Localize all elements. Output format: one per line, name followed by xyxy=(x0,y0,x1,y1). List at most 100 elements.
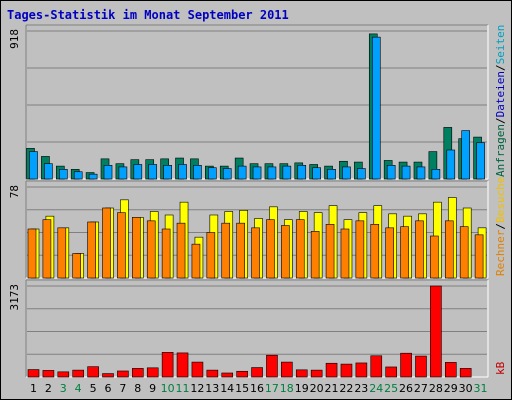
day-label: 25 xyxy=(384,382,398,395)
bar-rechner-day-8 xyxy=(132,217,141,279)
bar-rechner-day-16 xyxy=(251,227,260,279)
bar-kb-day-26 xyxy=(400,352,412,378)
bar-rechner-day-30 xyxy=(459,226,469,279)
bar-rechner-day-26 xyxy=(400,226,409,279)
bar-dateien-day-31 xyxy=(476,142,485,180)
bar-kb-day-18 xyxy=(281,361,293,378)
day-label: 27 xyxy=(414,382,428,395)
bar-dateien-day-30 xyxy=(461,130,470,180)
day-label: 11 xyxy=(175,382,189,395)
bar-kb-day-22 xyxy=(340,363,353,378)
bar-dateien-day-22 xyxy=(342,166,351,180)
day-label: 17 xyxy=(265,382,279,395)
bar-kb-day-15 xyxy=(236,370,248,378)
bar-kb-day-4 xyxy=(72,369,85,378)
bar-kb-day-30 xyxy=(459,368,472,378)
bar-dateien-day-19 xyxy=(297,164,307,180)
bar-dateien-day-11 xyxy=(178,164,187,180)
visits-legend-entry: Rechner xyxy=(494,229,507,276)
hits-legend-entry: / xyxy=(494,64,507,71)
bar-kb-day-29 xyxy=(444,362,457,378)
bar-dateien-day-15 xyxy=(237,165,247,180)
bar-kb-day-6 xyxy=(102,373,114,378)
day-label: 26 xyxy=(399,382,413,395)
day-label: 5 xyxy=(90,382,97,395)
bar-rechner-day-13 xyxy=(206,232,216,279)
day-label: 15 xyxy=(235,382,249,395)
day-label: 23 xyxy=(354,382,368,395)
bar-dateien-day-29 xyxy=(446,149,456,180)
day-label: 20 xyxy=(310,382,324,395)
bar-rechner-day-6 xyxy=(102,207,111,279)
day-label: 3 xyxy=(60,382,67,395)
day-label: 16 xyxy=(250,382,264,395)
bar-dateien-day-3 xyxy=(59,169,68,180)
bar-kb-day-20 xyxy=(310,369,323,378)
bar-kb-day-21 xyxy=(325,362,338,378)
kbytes-side-legend: kB xyxy=(494,361,507,375)
hits-legend-entry: Seiten xyxy=(494,25,507,65)
bar-rechner-day-3 xyxy=(57,227,67,279)
bar-rechner-day-15 xyxy=(236,222,245,279)
bar-dateien-day-4 xyxy=(73,171,83,180)
bar-rechner-day-7 xyxy=(117,212,126,279)
bar-kb-day-24 xyxy=(370,355,383,378)
day-label: 4 xyxy=(75,382,82,395)
bar-dateien-day-24 xyxy=(371,36,381,180)
bar-rechner-day-2 xyxy=(42,219,52,279)
day-label: 31 xyxy=(474,382,488,395)
bar-rechner-day-23 xyxy=(355,220,365,279)
bar-dateien-day-8 xyxy=(133,164,143,180)
day-label: 29 xyxy=(444,382,458,395)
bar-kb-day-8 xyxy=(132,368,144,378)
bar-dateien-day-28 xyxy=(431,169,441,180)
bar-kb-day-28 xyxy=(430,285,442,378)
hits-legend-entry: Dateien xyxy=(494,71,507,117)
bar-dateien-day-25 xyxy=(386,164,396,180)
bar-kb-day-2 xyxy=(42,370,55,378)
bar-rechner-day-17 xyxy=(266,219,275,279)
bar-kb-day-11 xyxy=(176,352,189,378)
hits-side-legend: Anfragen/Dateien/Seiten xyxy=(494,25,507,177)
day-label: 12 xyxy=(190,382,204,395)
bar-kb-day-19 xyxy=(295,369,308,378)
bar-kb-day-10 xyxy=(161,352,174,378)
day-label: 10 xyxy=(161,382,175,395)
visits-side-legend: Rechner/Besuche xyxy=(494,177,507,276)
bar-dateien-day-12 xyxy=(193,164,202,180)
bar-kb-day-12 xyxy=(191,361,204,378)
bar-kb-day-1 xyxy=(27,369,40,378)
bar-rechner-day-4 xyxy=(72,253,82,279)
bar-kb-day-23 xyxy=(355,362,368,378)
bar-dateien-day-9 xyxy=(148,164,158,180)
bar-dateien-day-2 xyxy=(44,163,53,180)
hits-panel-bg xyxy=(26,25,488,179)
bar-dateien-day-5 xyxy=(88,173,98,180)
bar-rechner-day-27 xyxy=(415,220,424,279)
bar-rechner-day-18 xyxy=(281,225,290,279)
visits-ymax-label: 78 xyxy=(8,185,21,198)
bar-rechner-day-21 xyxy=(325,224,335,279)
visits-legend-entry: Besuche xyxy=(494,177,507,223)
bar-dateien-day-10 xyxy=(163,164,172,180)
bar-kb-day-17 xyxy=(266,354,278,378)
bar-rechner-day-29 xyxy=(444,220,454,279)
day-label: 9 xyxy=(149,382,156,395)
bar-dateien-day-26 xyxy=(401,165,411,180)
day-label: 8 xyxy=(134,382,141,395)
bar-dateien-day-7 xyxy=(118,166,128,180)
day-label: 30 xyxy=(459,382,473,395)
bar-dateien-day-13 xyxy=(208,167,217,180)
chart-title: Tages-Statistik im Monat September 2011 xyxy=(7,8,289,22)
day-label: 7 xyxy=(119,382,126,395)
day-label: 19 xyxy=(295,382,309,395)
visits-legend-entry: / xyxy=(494,223,507,230)
bar-kb-day-14 xyxy=(221,372,234,378)
bar-dateien-day-20 xyxy=(312,167,321,180)
day-label: 24 xyxy=(369,382,383,395)
bar-dateien-day-23 xyxy=(357,168,366,180)
kbytes-legend-entry: kB xyxy=(494,361,507,375)
day-label: 2 xyxy=(45,382,52,395)
